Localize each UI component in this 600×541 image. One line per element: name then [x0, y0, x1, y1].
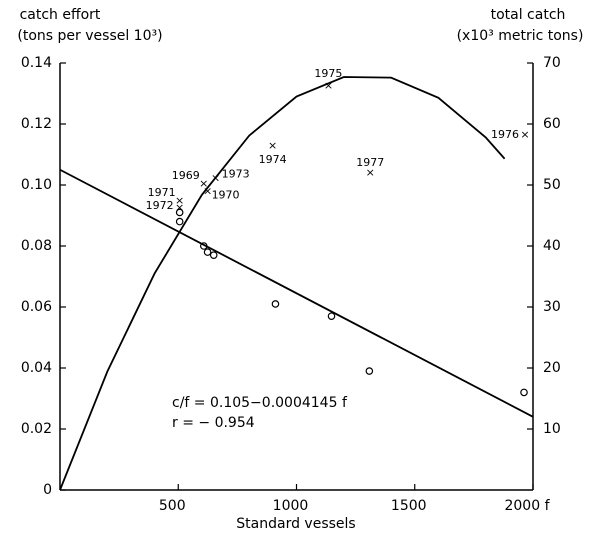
line: [59, 76, 506, 491]
y-tick-label: 0.06: [21, 299, 52, 315]
point: [520, 388, 528, 397]
annotation: c/f = 0.105−0.0004145 f: [172, 395, 348, 411]
point-label: 1972: [146, 199, 174, 212]
point-label: 1971: [148, 186, 176, 199]
point: [271, 300, 280, 308]
y-tick-label: 0.10: [21, 177, 52, 193]
point-label: 1977: [356, 156, 384, 169]
y2-tick-label: 60: [543, 116, 561, 132]
y-axis-label: catch effort: [20, 7, 101, 23]
point: [175, 208, 184, 217]
x-axis-label: Standard vessels: [236, 516, 355, 532]
x-marker: ×: [520, 128, 529, 141]
x-marker: ×: [268, 139, 277, 152]
x-marker: ×: [366, 166, 375, 179]
y2-axis-label: (x10³ metric tons): [457, 28, 584, 44]
y-tick-label: 0.02: [21, 421, 52, 437]
x-marker: ×: [175, 194, 184, 207]
line: [59, 168, 534, 418]
y2-tick-label: 40: [543, 238, 561, 254]
y-axis-label: (tons per vessel 10³): [17, 28, 162, 44]
x-tick-label: 500: [159, 498, 186, 514]
y-tick-label: 0: [43, 482, 52, 498]
annotation: r = − 0.954: [172, 415, 255, 431]
point-label: 1973: [222, 167, 250, 180]
y-tick-label: 0.14: [21, 55, 52, 71]
y-tick-label: 0.04: [21, 360, 52, 376]
point-label: 1970: [212, 189, 240, 202]
x-marker: ×: [203, 185, 212, 198]
x-marker: ×: [199, 177, 208, 190]
point-label: 1974: [259, 153, 287, 166]
point-label: 1969: [172, 169, 200, 182]
point-label: 1975: [314, 67, 342, 80]
point: [209, 251, 218, 259]
x-marker: ×: [175, 201, 184, 214]
y-tick-label: 0.12: [21, 116, 52, 132]
y-tick-label: 0.08: [21, 238, 52, 254]
point: [175, 217, 184, 226]
y2-axis-label: total catch: [491, 7, 566, 23]
x-tick-label: 1000: [273, 498, 309, 514]
point-label: 1976: [491, 128, 519, 141]
point: [203, 248, 212, 256]
x-tick-label: 2000 f: [504, 498, 550, 514]
point: [327, 312, 336, 320]
y2-tick-label: 20: [543, 360, 561, 376]
x-tick-label: 1500: [391, 498, 427, 514]
y2-tick-label: 50: [543, 177, 561, 193]
y2-tick-label: 10: [543, 421, 561, 437]
x-marker: ×: [324, 79, 333, 92]
point: [365, 367, 374, 375]
y2-tick-label: 70: [543, 55, 561, 71]
y2-tick-label: 30: [543, 299, 561, 315]
